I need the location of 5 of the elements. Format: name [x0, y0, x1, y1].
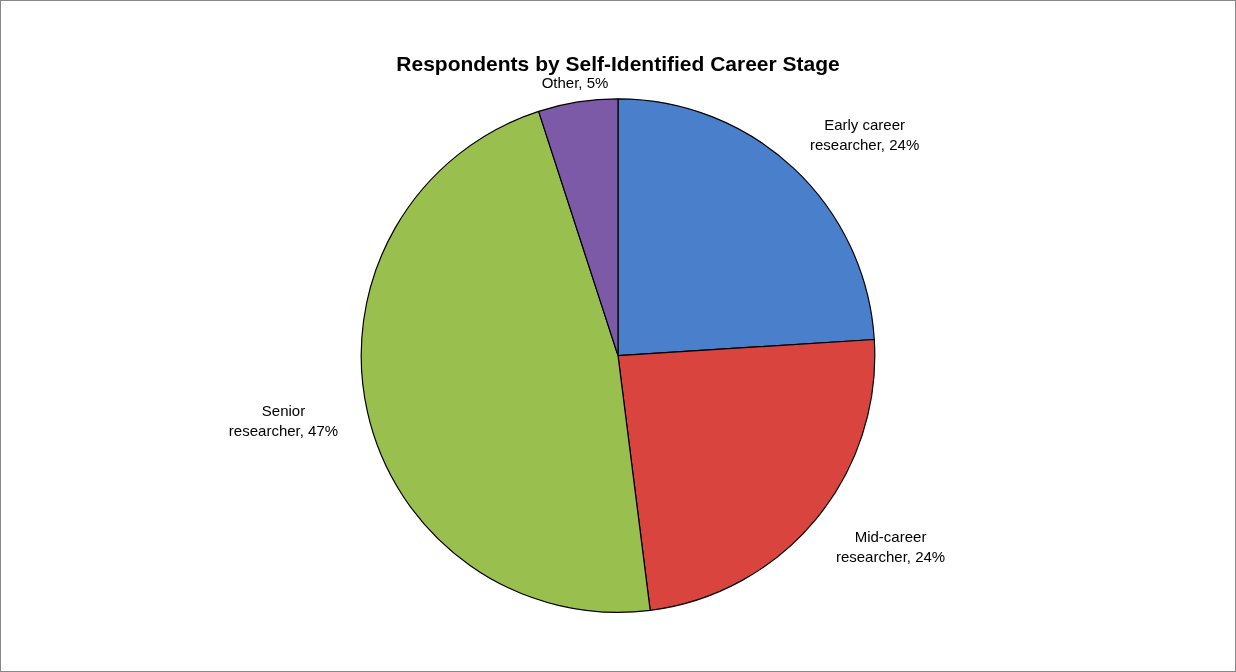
- slice-label: Senior researcher, 47%: [228, 401, 339, 439]
- slice-label: Other, 5%: [541, 74, 609, 92]
- chart-title: Respondents by Self-Identified Career Stage: [396, 52, 840, 76]
- slice-label: Early career researcher, 24%: [809, 115, 920, 153]
- slice-label: Mid-career researcher, 24%: [835, 528, 946, 566]
